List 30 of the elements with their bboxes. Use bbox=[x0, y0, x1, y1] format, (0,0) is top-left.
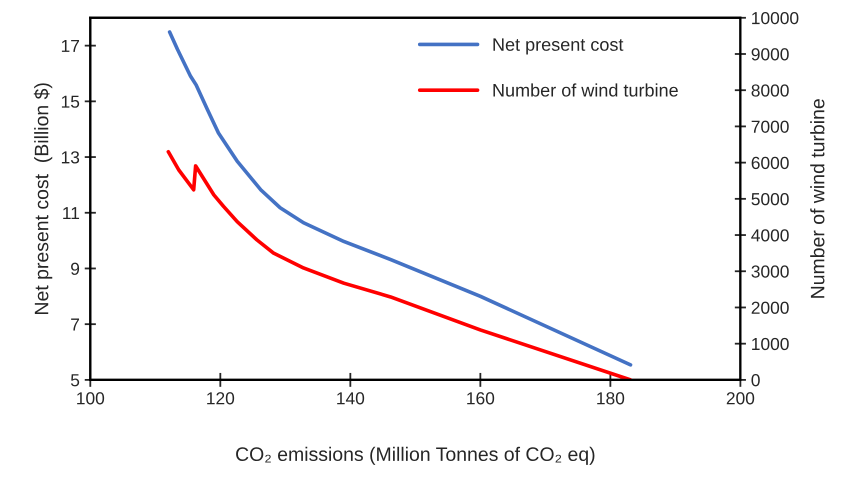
x-tick-label: 140 bbox=[337, 392, 364, 404]
y-tick-label: 7 bbox=[71, 318, 80, 330]
y2-tick-label: 0 bbox=[751, 374, 760, 386]
y-tick-label: 17 bbox=[62, 40, 80, 52]
y-tick-label: 13 bbox=[62, 151, 80, 164]
x-tick-label: 160 bbox=[467, 392, 494, 404]
y2-tick-label: 1000 bbox=[752, 338, 789, 350]
y-tick-label: 5 bbox=[70, 374, 80, 386]
legend-label: Number of wind turbine bbox=[493, 83, 678, 97]
x-tick-label: 200 bbox=[726, 392, 754, 404]
x-axis-title: CO₂ emissions (Million Tonnes of CO₂ eq) bbox=[236, 446, 594, 465]
x-tick-label: 180 bbox=[597, 392, 624, 404]
y2-tick-label: 9000 bbox=[752, 48, 789, 60]
legend-label: Net present cost bbox=[493, 38, 624, 54]
y2-tick-label: 10000 bbox=[752, 12, 798, 24]
x-tick-label: 100 bbox=[77, 392, 104, 404]
y-tick-label: 15 bbox=[62, 96, 80, 108]
y2-tick-label: 7000 bbox=[752, 120, 789, 133]
y2-tick-label: 5000 bbox=[752, 193, 789, 206]
y-tick-label: 11 bbox=[63, 207, 80, 220]
y2-tick-label: 6000 bbox=[752, 156, 789, 170]
x-tick-label: 120 bbox=[207, 392, 234, 404]
y2-tick-label: 4000 bbox=[751, 229, 789, 242]
line-series bbox=[166, 150, 632, 380]
y2-tick-label: 2000 bbox=[752, 302, 789, 314]
y-axis-title: Net present cost (Billion $) bbox=[34, 83, 52, 314]
y2-tick-label: 3000 bbox=[751, 265, 789, 278]
y2-tick-label: 8000 bbox=[752, 84, 789, 97]
y-tick-label: 9 bbox=[71, 262, 80, 275]
y2-axis-title: Number of wind turbine bbox=[810, 99, 824, 298]
